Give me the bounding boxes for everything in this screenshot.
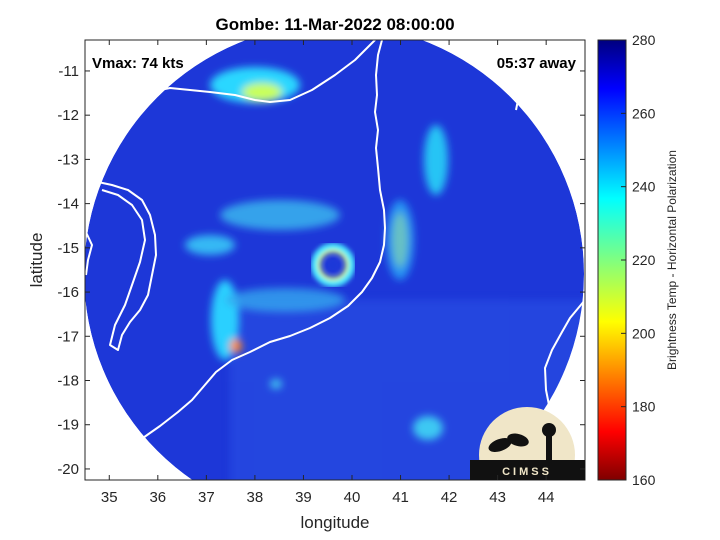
colorbar: 280 260 240 220 200 180 160 Brightness Temp - … xyxy=(597,32,679,488)
x-tick-label: 43 xyxy=(489,489,506,506)
logo-tower xyxy=(546,432,552,460)
logo-text: CIMSS xyxy=(502,466,552,478)
x-tick-label: 35 xyxy=(101,489,118,506)
y-tick-label: -20 xyxy=(57,461,79,478)
colorbar-tick-label: 180 xyxy=(632,399,656,415)
time-away-annotation: 05:37 away xyxy=(497,55,577,72)
colorbar-tick-label: 240 xyxy=(632,179,656,195)
coast-north-shore xyxy=(85,99,97,119)
band-west xyxy=(185,235,235,255)
swath-image xyxy=(85,40,584,480)
colorbar-tick-label: 260 xyxy=(632,105,656,121)
axes-box xyxy=(84,39,586,481)
colorbar-tick-label: 200 xyxy=(632,325,656,341)
band-east-outer xyxy=(386,200,414,280)
y-tick-label: -16 xyxy=(57,284,79,301)
x-tick-label: 38 xyxy=(247,489,264,506)
y-tick-label: -11 xyxy=(58,63,79,80)
band-southeast xyxy=(413,416,443,440)
vmax-annotation: Vmax: 74 kts xyxy=(92,55,184,72)
band-southwest-core xyxy=(230,339,242,353)
eyewall xyxy=(311,243,355,287)
y-tick-label: -19 xyxy=(57,417,79,434)
y-tick-label: -18 xyxy=(57,373,79,390)
x-tick-label: 44 xyxy=(538,489,555,506)
x-tick-label: 40 xyxy=(344,489,361,506)
coastline-mozambique xyxy=(95,40,386,479)
colorbar-tick-label: 280 xyxy=(632,32,656,48)
y-tick-label: -14 xyxy=(57,196,79,213)
logo-dish-left xyxy=(488,438,512,452)
band-south-small xyxy=(270,379,282,389)
y-tick-label: -12 xyxy=(57,107,79,124)
band-spiral-2 xyxy=(225,288,345,312)
lake-malawi xyxy=(97,181,157,351)
band-northern-core xyxy=(242,83,282,101)
chart-title: Gombe: 11-Mar-2022 08:00:00 xyxy=(215,15,454,34)
x-axis-label: longitude xyxy=(300,513,369,532)
y-tick-label: -13 xyxy=(57,151,79,168)
logo-dish-right xyxy=(507,433,529,447)
x-axis-ticks: 35 36 37 38 39 40 41 42 43 44 xyxy=(101,40,555,506)
colorbar-tick-label: 220 xyxy=(632,252,656,268)
colorbar-label: Brightness Temp - Horizontal Polarizatio… xyxy=(665,150,679,370)
y-tick-label: -17 xyxy=(57,328,79,345)
coastline-map xyxy=(85,40,585,480)
country-border xyxy=(99,40,376,106)
plot-area xyxy=(85,40,585,480)
y-tick-label: -15 xyxy=(57,240,79,257)
x-tick-label: 36 xyxy=(149,489,166,506)
eye xyxy=(325,257,341,273)
x-tick-label: 39 xyxy=(295,489,312,506)
lake-shore-west xyxy=(85,229,93,276)
logo-banner xyxy=(470,460,585,480)
y-axis-label: latitude xyxy=(27,233,46,288)
band-spiral-1 xyxy=(220,200,340,230)
y-axis-ticks: -11 -12 -13 -14 -15 -16 -17 -18 -19 -20 xyxy=(57,63,585,478)
comoros-islands xyxy=(509,94,576,131)
x-tick-label: 41 xyxy=(392,489,409,506)
cimss-logo: CIMSS xyxy=(470,407,585,480)
logo-tower-top xyxy=(542,423,556,437)
eyewall-inner xyxy=(317,249,349,281)
colorbar-tick-label: 160 xyxy=(632,472,656,488)
band-northeast xyxy=(424,125,448,195)
x-tick-label: 42 xyxy=(441,489,458,506)
colorbar-ticks: 280 260 240 220 200 180 160 xyxy=(621,32,656,488)
x-tick-label: 37 xyxy=(198,489,215,506)
